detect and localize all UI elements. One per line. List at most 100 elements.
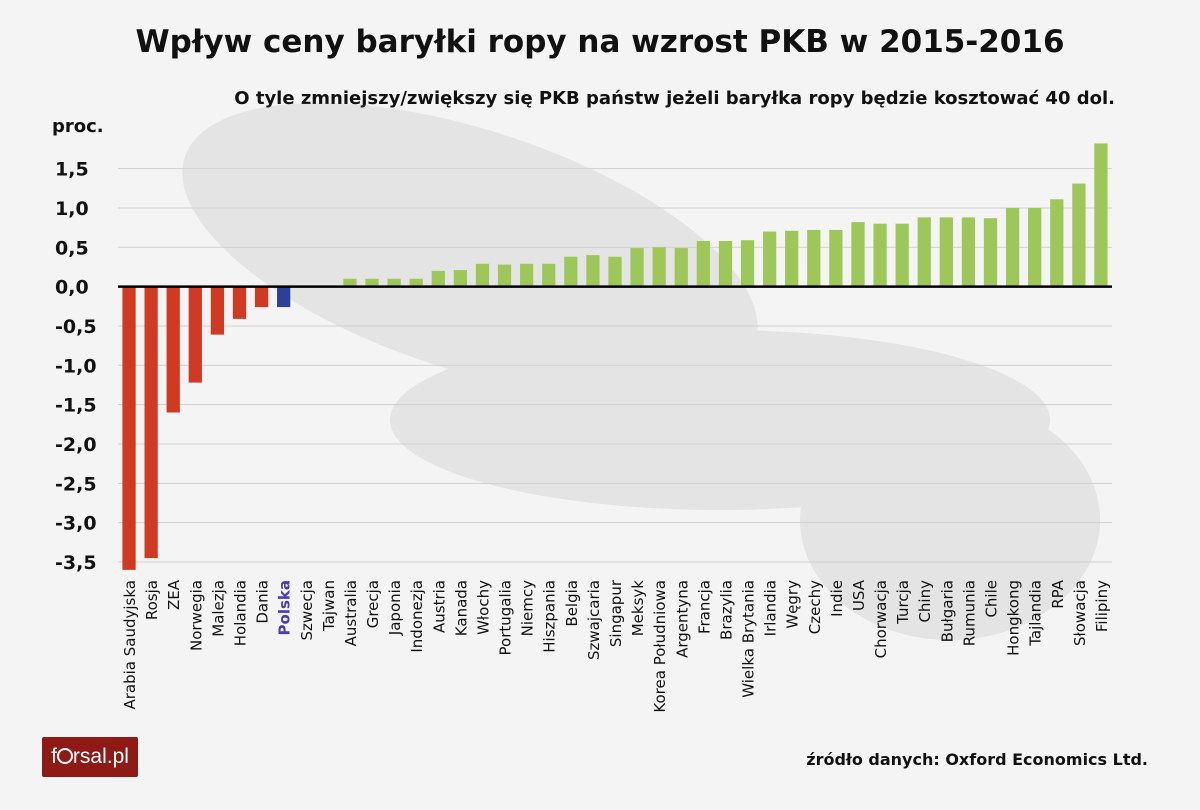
y-tick-label: -2,5: [55, 473, 97, 495]
bar: [1005, 207, 1020, 287]
bar: [895, 223, 909, 287]
forsal-logo: f rsal.pl: [42, 737, 138, 777]
bar: [608, 256, 622, 287]
category-label: Indonezja: [408, 580, 426, 653]
category-label: Wielka Brytania: [740, 580, 758, 698]
bar: [939, 217, 953, 287]
y-tick-label: 0,0: [55, 277, 89, 299]
category-label: Słowacja: [1071, 580, 1089, 646]
bar: [718, 240, 733, 287]
bar: [1028, 207, 1042, 287]
category-label: Francja: [695, 580, 713, 634]
category-label: Grecja: [364, 580, 382, 628]
bar: [343, 278, 357, 287]
category-label: Singapur: [607, 579, 625, 647]
category-label: Japonia: [386, 580, 404, 636]
y-tick-label: -3,0: [55, 513, 97, 535]
bar: [520, 263, 534, 287]
y-tick-label: -0,5: [55, 316, 97, 338]
bar: [387, 278, 401, 287]
bar: [983, 218, 998, 287]
category-label: Hiszpania: [541, 580, 559, 653]
bar: [762, 231, 777, 287]
category-label: Chile: [983, 580, 1001, 618]
category-label: Tajwan: [320, 580, 338, 632]
category-label: Hongkong: [1005, 580, 1023, 656]
category-label: Rumunia: [960, 580, 978, 646]
bar: [740, 240, 755, 287]
category-label: Arabia Saudyjska: [121, 580, 139, 710]
category-label: Rosja: [143, 580, 161, 620]
bar: [586, 255, 600, 287]
bar: [475, 263, 490, 287]
category-label: Czechy: [806, 580, 824, 634]
bar: [630, 248, 644, 287]
category-label: ZEA: [165, 579, 183, 610]
bar: [652, 247, 666, 287]
bar: [365, 278, 379, 287]
category-label: Chorwacja: [872, 580, 890, 658]
bar: [785, 230, 799, 287]
background-illustration: [182, 102, 1100, 640]
category-label: Korea Południowa: [651, 580, 669, 713]
y-axis-label: proc.: [52, 116, 104, 137]
bar: [497, 264, 512, 287]
category-label: Meksyk: [629, 580, 647, 637]
category-label: Portugalia: [497, 580, 515, 655]
bar: [431, 270, 445, 287]
category-label: Brazylia: [717, 580, 735, 640]
category-label: Włochy: [474, 580, 492, 635]
bar: [1072, 183, 1086, 287]
bar: [807, 229, 821, 287]
category-label: Austria: [430, 580, 448, 633]
bar: [254, 286, 269, 308]
category-label: Tajlandia: [1027, 580, 1045, 647]
category-label: Polska: [276, 580, 294, 635]
category-label: Niemcy: [519, 580, 537, 636]
category-label: Indie: [828, 580, 846, 617]
bar: [674, 248, 688, 287]
category-label: Kanada: [452, 580, 470, 636]
bar: [277, 286, 291, 308]
chart-title: Wpływ ceny baryłki ropy na wzrost PKB w …: [135, 24, 1065, 60]
category-label: Turcja: [894, 580, 912, 625]
bar: [210, 286, 225, 335]
bar: [851, 222, 865, 287]
category-label: Chiny: [916, 580, 934, 623]
category-label: Belgia: [563, 580, 581, 627]
category-label: Filipiny: [1093, 580, 1111, 632]
bar: [166, 286, 180, 413]
bar: [829, 229, 843, 287]
bar: [188, 286, 202, 383]
data-source: źródło danych: Oxford Economics Ltd.: [806, 750, 1148, 769]
bar: [873, 223, 887, 287]
y-tick-label: -2,0: [55, 434, 97, 456]
category-label: Dania: [254, 580, 272, 624]
bar: [1050, 199, 1064, 287]
category-label: Holandia: [231, 580, 249, 646]
category-label: Bułgaria: [938, 580, 956, 642]
y-tick-label: 0,5: [55, 237, 89, 259]
bar: [696, 240, 710, 287]
bar: [232, 286, 247, 319]
bar: [409, 278, 423, 287]
bar: [917, 217, 931, 287]
category-label: Węgry: [784, 580, 802, 629]
y-tick-label: -1,5: [55, 395, 97, 417]
chart-subtitle: O tyle zmniejszy/zwiększy się PKB państw…: [234, 88, 1115, 109]
category-label: Szwecja: [298, 580, 316, 641]
category-label: Norwegia: [187, 580, 205, 651]
category-label: Australia: [342, 580, 360, 646]
category-label: Irlandia: [762, 580, 780, 636]
bar: [144, 286, 158, 559]
y-tick-label: -3,5: [55, 552, 97, 574]
y-tick-label: -1,0: [55, 355, 97, 377]
category-label: USA: [850, 579, 868, 611]
bar: [122, 286, 136, 570]
y-tick-label: 1,0: [55, 198, 89, 220]
y-tick-label: 1,5: [55, 159, 89, 181]
category-label: Szwajcaria: [585, 580, 603, 660]
bar: [1094, 143, 1108, 287]
